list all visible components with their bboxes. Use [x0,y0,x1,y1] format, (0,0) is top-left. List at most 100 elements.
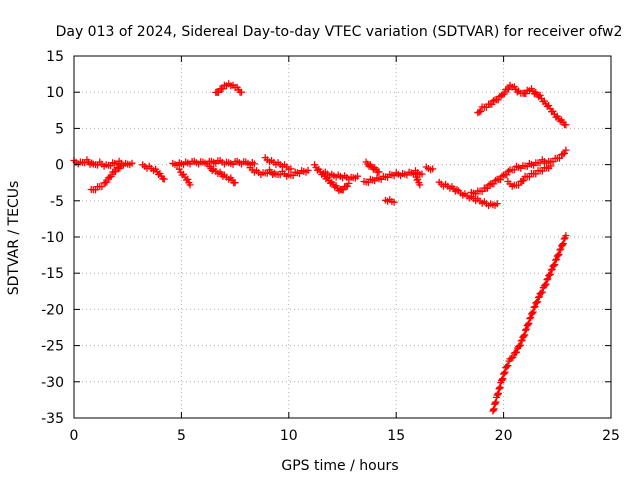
data-point [520,177,528,184]
data-point [98,183,106,191]
data-point [499,91,507,99]
data-point [515,181,523,189]
data-point [548,265,556,273]
data-point [339,186,347,194]
data-point [542,280,550,288]
data-point [184,175,192,183]
data-point [529,308,537,316]
data-point [270,169,278,177]
data-point [208,167,216,175]
y-tick-label: 10 [46,85,64,101]
data-point [531,303,539,310]
data-point [553,252,561,260]
data-point [550,261,558,269]
data-point [562,146,570,154]
data-point [547,162,555,170]
data-point [429,165,437,173]
data-point [509,353,517,361]
data-point [555,154,563,162]
data-point [238,88,245,96]
data-point [562,121,570,129]
y-tick-label: 15 [46,49,64,65]
data-point [555,250,563,258]
data-point [503,363,511,371]
y-axis-label: SDTVAR / TECUs [6,181,22,296]
y-tick-label: -25 [41,339,64,355]
x-tick-label: 0 [70,428,79,444]
data-point [493,200,501,208]
y-tick-label: -5 [50,194,64,210]
data-point [503,171,511,179]
data-point [117,162,125,170]
data-point [559,150,567,158]
data-point [219,172,227,180]
data-point [496,176,504,184]
data-point [559,240,567,248]
data-point [287,165,295,173]
y-tick-label: 5 [55,121,64,137]
x-axis-label: GPS time / hours [281,458,398,474]
data-point [522,325,530,333]
data-point [505,85,513,93]
data-point [534,298,541,306]
data-point [547,266,555,274]
data-point [546,270,554,278]
data-point [106,173,114,181]
data-point [498,376,506,384]
data-point [500,369,508,377]
data-point [517,337,525,345]
data-point [559,241,566,249]
x-axis: 0 5 10 15 20 25 [70,56,620,444]
x-tick-label: 5 [177,428,186,444]
data-point [112,168,119,176]
data-point [219,85,227,93]
data-point [160,175,168,183]
data-point [522,326,529,334]
data-point [508,354,515,362]
data-point [484,184,491,192]
data-point [107,172,115,180]
data-point [477,107,485,115]
data-point [538,288,546,296]
chart-title: Day 013 of 2024, Sidereal Day-to-day VTE… [56,24,623,40]
data-point [504,167,512,175]
grid [74,56,611,418]
data-point [513,88,521,96]
data-point [418,170,426,178]
data-point [516,342,523,350]
data-point [520,332,528,340]
data-point [500,90,508,98]
data-point [501,368,509,376]
data-point [551,261,559,269]
data-point [528,309,536,317]
x-tick-label: 15 [387,428,405,444]
data-point [516,341,524,349]
data-point [250,160,258,168]
data-point [128,159,136,167]
data-point [561,149,568,157]
data-point [354,172,361,180]
data-point [231,179,239,187]
data-point [543,276,551,284]
data-point [556,246,564,254]
data-point [390,198,398,206]
data-point [537,289,545,297]
data-point [375,168,383,176]
data-point [530,304,538,311]
data-point [215,88,223,96]
y-tick-label: -20 [41,302,64,318]
y-tick-label: -30 [41,375,64,391]
data-point [492,176,499,184]
data-point [534,294,542,301]
data-point [522,90,530,98]
data-point [489,97,497,105]
data-point [552,255,560,263]
data-point [416,181,424,189]
data-point [510,166,518,174]
data-point [504,362,512,370]
data-point [499,375,507,383]
data-point [453,186,461,194]
data-point [526,315,534,323]
data-point [554,251,562,259]
